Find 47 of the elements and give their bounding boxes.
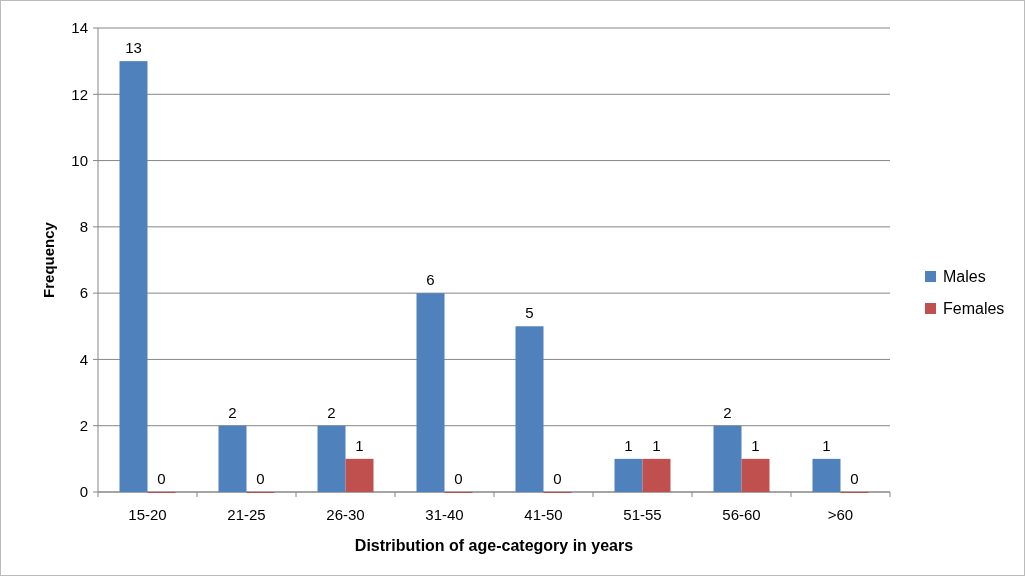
data-label: 1 xyxy=(652,436,661,454)
y-tick-label: 6 xyxy=(79,284,88,302)
x-tick-label: >60 xyxy=(827,506,854,523)
bar xyxy=(119,61,148,492)
legend-label: Females xyxy=(943,299,1005,317)
data-label: 2 xyxy=(228,403,237,421)
bar xyxy=(812,458,841,492)
y-tick-label: 8 xyxy=(79,218,88,236)
bar xyxy=(345,458,374,492)
y-tick-label: 12 xyxy=(71,85,88,103)
data-label: 1 xyxy=(751,436,760,454)
legend-label: Males xyxy=(943,267,986,285)
x-tick-label: 31-40 xyxy=(425,506,464,523)
x-tick-label: 26-30 xyxy=(326,506,365,523)
bar xyxy=(642,458,671,492)
bar xyxy=(741,458,770,492)
data-label: 2 xyxy=(327,403,336,421)
x-tick-label: 41-50 xyxy=(524,506,563,523)
data-label: 6 xyxy=(426,271,435,289)
bar xyxy=(614,458,643,492)
y-axis-title: Frequency xyxy=(40,221,57,298)
x-tick-label: 51-55 xyxy=(623,506,662,523)
x-tick-label: 15-20 xyxy=(128,506,167,523)
y-tick-label: 2 xyxy=(79,416,88,434)
x-axis-title: Distribution of age-category in years xyxy=(354,537,634,554)
data-label: 2 xyxy=(723,403,732,421)
y-tick-label: 4 xyxy=(79,350,88,368)
bar xyxy=(713,425,742,492)
data-label: 0 xyxy=(256,470,265,487)
data-label: 5 xyxy=(525,304,534,322)
data-label: 0 xyxy=(553,470,562,487)
data-label: 0 xyxy=(454,470,463,487)
y-tick-label: 10 xyxy=(71,151,88,169)
x-tick-label: 21-25 xyxy=(227,506,266,523)
bar xyxy=(218,425,247,492)
data-label: 0 xyxy=(850,470,859,487)
data-label: 1 xyxy=(624,436,633,454)
y-tick-label: 0 xyxy=(79,483,88,501)
bar xyxy=(515,326,544,492)
data-label: 1 xyxy=(822,436,831,454)
data-label: 1 xyxy=(355,436,364,454)
data-label: 13 xyxy=(125,39,142,57)
y-tick-label: 14 xyxy=(71,19,88,37)
bar xyxy=(317,425,346,492)
bar xyxy=(416,293,445,492)
data-label: 0 xyxy=(157,470,166,487)
x-tick-label: 56-60 xyxy=(722,506,761,523)
